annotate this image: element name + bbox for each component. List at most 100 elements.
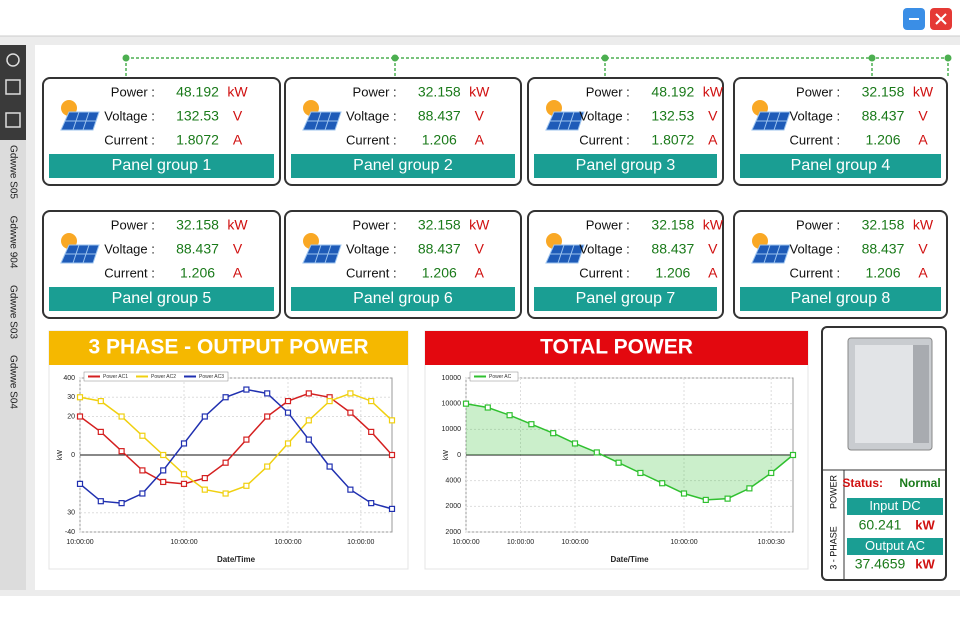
y-axis-label: kW	[443, 450, 450, 461]
point-marker	[180, 471, 188, 478]
y-tick-label: 400	[63, 375, 75, 382]
field-unit: V	[475, 241, 485, 257]
area	[466, 403, 793, 500]
x-axis-label: Date/Time	[217, 555, 256, 564]
status-value: Normal	[899, 476, 940, 490]
y-tick-label: 10000	[442, 401, 462, 408]
point-marker	[201, 413, 208, 420]
field-value: 48.192	[651, 84, 694, 100]
point-marker	[222, 459, 229, 466]
side-label: POWER	[828, 475, 838, 510]
field-value: 88.437	[418, 108, 461, 124]
y-tick-label: 2000	[445, 503, 461, 510]
field-label: Power :	[353, 84, 397, 99]
name-band	[740, 287, 941, 311]
series-line	[79, 392, 393, 485]
solar-grid	[550, 244, 581, 264]
solar-grid	[307, 244, 338, 264]
field-label: Power :	[586, 217, 630, 232]
icon[interactable]	[6, 53, 20, 67]
point-marker	[76, 413, 84, 420]
sidebar-tab[interactable]: Gdwwe S04	[7, 355, 18, 409]
field-value: 88.437	[862, 241, 905, 257]
point-marker	[637, 469, 644, 477]
field-label: Voltage :	[104, 241, 155, 256]
name-band	[534, 287, 717, 311]
panel-name: Panel group 2	[353, 157, 453, 174]
field-value: 1.8072	[651, 132, 694, 148]
field-unit: kW	[469, 217, 490, 233]
x-tick-label: 10:00:00	[670, 539, 697, 546]
point-marker	[368, 398, 375, 405]
field-value: 32.158	[176, 217, 219, 233]
legend-label: Power AC2	[151, 374, 176, 380]
point-marker	[305, 436, 312, 443]
name-band	[49, 154, 274, 178]
legend	[469, 371, 519, 382]
chart-title: TOTAL POWER	[540, 336, 693, 359]
icon[interactable]	[5, 79, 21, 95]
field-value: 32.158	[418, 84, 461, 100]
close-icon	[935, 13, 947, 25]
legend-label: Power AC1	[103, 374, 128, 380]
point-marker	[615, 459, 622, 466]
field-value: 1.206	[422, 132, 457, 148]
sidebar-tab[interactable]: Gdwwe 904	[7, 216, 18, 269]
point-marker	[201, 475, 208, 482]
point-marker	[347, 390, 354, 397]
x-tick-label: 10:00:00	[452, 539, 479, 546]
connector-dot	[391, 54, 399, 62]
connector-dot	[601, 54, 609, 62]
x-tick-label: 10:00:30	[758, 539, 785, 546]
series-line	[465, 402, 794, 501]
point-marker	[264, 413, 271, 420]
icon[interactable]	[5, 112, 21, 128]
series-line	[79, 388, 393, 510]
panel-name: Panel group 8	[791, 290, 891, 307]
field-value: 88.437	[418, 241, 461, 257]
field-label: Voltage :	[346, 241, 397, 256]
field-unit: kW	[227, 84, 248, 100]
point-marker	[305, 417, 312, 424]
sidebar-icons	[0, 45, 26, 140]
connector-dot	[122, 54, 130, 62]
panel-name: Panel group 5	[112, 290, 212, 307]
title-bar	[0, 0, 960, 36]
reading-value: 60.241	[859, 517, 902, 533]
field-unit: A	[233, 265, 243, 281]
y-tick-label: 0	[71, 452, 75, 459]
point-marker	[97, 398, 104, 405]
point-marker	[139, 432, 146, 439]
point-marker	[222, 394, 229, 401]
field-label: Power :	[353, 217, 397, 232]
field-unit: A	[918, 132, 928, 148]
point-marker	[118, 500, 125, 507]
field-value: 32.158	[418, 217, 461, 233]
solar-grid	[307, 111, 338, 131]
panel-name: Panel group 4	[791, 157, 891, 174]
field-label: Current :	[790, 265, 841, 280]
field-label: Voltage :	[790, 108, 841, 123]
field-unit: A	[708, 132, 718, 148]
point-marker	[264, 390, 271, 397]
field-unit: V	[233, 108, 243, 124]
y-tick-label: 10000	[442, 375, 462, 382]
point-marker	[243, 482, 250, 489]
status-label: Status:	[842, 476, 883, 490]
point-marker	[388, 505, 396, 512]
point-marker	[528, 421, 535, 428]
sidebar-tab[interactable]: Gdwwe S05	[7, 145, 18, 199]
field-unit: V	[708, 241, 718, 257]
y-tick-label: 20	[67, 413, 75, 420]
field-value: 48.192	[176, 84, 219, 100]
field-label: Current :	[104, 132, 155, 147]
y-tick-label: 4000	[445, 478, 461, 485]
point-marker	[118, 413, 125, 420]
chart-title: 3 PHASE - OUTPUT POWER	[88, 336, 368, 359]
field-unit: kW	[227, 217, 248, 233]
field-unit: A	[475, 132, 485, 148]
panel-name: Panel group 1	[112, 157, 212, 174]
sidebar-tab[interactable]: Gdwwe S03	[7, 285, 18, 339]
point-marker	[347, 486, 354, 493]
point-marker	[347, 409, 354, 416]
